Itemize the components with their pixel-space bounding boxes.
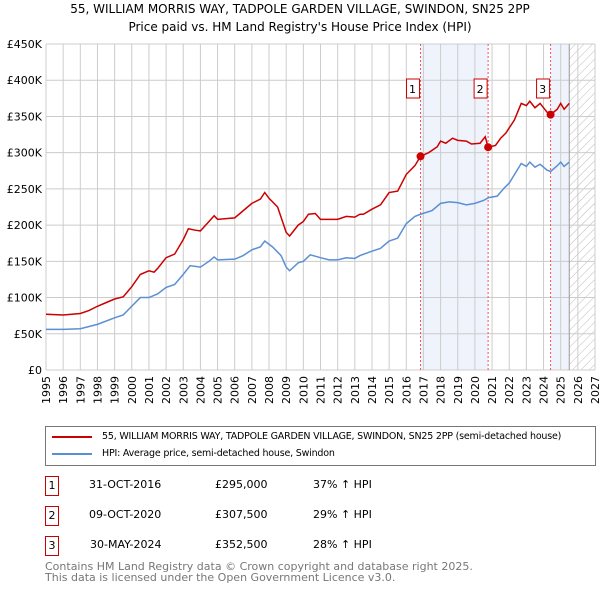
x-tick-label: 2021 bbox=[486, 376, 499, 404]
x-tick-label: 2022 bbox=[503, 376, 516, 404]
transaction-hpi: 29% ↑ HPI bbox=[313, 508, 372, 521]
transaction-hpi: 37% ↑ HPI bbox=[313, 478, 372, 491]
x-tick-label: 1998 bbox=[91, 376, 104, 404]
sale-badge-label: 1 bbox=[409, 83, 416, 96]
x-tick-label: 2013 bbox=[349, 376, 362, 404]
legend-swatch-property bbox=[52, 435, 92, 438]
transaction-price: £307,500 bbox=[215, 508, 268, 521]
transaction-date: 31-OCT-2016 bbox=[89, 478, 162, 491]
sale-badge bbox=[473, 78, 488, 99]
x-tick-label: 2026 bbox=[572, 376, 585, 404]
x-tick-label: 2003 bbox=[177, 376, 190, 404]
x-tick-label: 2016 bbox=[400, 376, 413, 404]
sale-point bbox=[546, 110, 555, 119]
x-tick-label: 2005 bbox=[212, 376, 225, 404]
series-line bbox=[45, 100, 570, 316]
y-tick-label: £50K bbox=[14, 328, 43, 341]
x-tick-label: 2024 bbox=[538, 376, 551, 404]
y-tick-label: £300K bbox=[7, 147, 43, 160]
y-tick-label: £250K bbox=[7, 183, 43, 196]
x-tick-label: 2011 bbox=[315, 376, 328, 404]
x-tick-label: 2009 bbox=[280, 376, 293, 404]
y-tick-label: £150K bbox=[7, 255, 43, 268]
forecast-hatch bbox=[569, 44, 595, 370]
chart-subtitle: Price paid vs. HM Land Registry's House … bbox=[128, 20, 472, 34]
y-tick-label: £450K bbox=[7, 38, 43, 51]
transaction-badge: 2 bbox=[45, 506, 59, 526]
legend-label-hpi: HPI: Average price, semi-detached house,… bbox=[102, 448, 335, 459]
x-tick-label: 1999 bbox=[109, 376, 122, 404]
x-tick-label: 2018 bbox=[435, 376, 448, 404]
transaction-hpi: 28% ↑ HPI bbox=[313, 538, 372, 551]
x-tick-label: 2012 bbox=[332, 376, 345, 404]
x-tick-label: 2027 bbox=[589, 376, 600, 404]
sale-point bbox=[484, 143, 493, 152]
sale-point bbox=[416, 152, 425, 161]
x-tick-label: 1996 bbox=[57, 376, 70, 404]
sale-badge-label: 3 bbox=[539, 83, 546, 96]
x-tick-label: 2002 bbox=[160, 376, 173, 404]
x-tick-label: 2008 bbox=[263, 376, 276, 404]
x-tick-label: 1997 bbox=[74, 376, 87, 404]
x-tick-label: 2019 bbox=[452, 376, 465, 404]
y-tick-label: £400K bbox=[7, 74, 43, 87]
legend-label-property: 55, WILLIAM MORRIS WAY, TADPOLE GARDEN V… bbox=[102, 431, 562, 442]
x-tick-label: 2004 bbox=[194, 376, 207, 404]
x-tick-label: 2020 bbox=[469, 376, 482, 404]
transaction-badge: 3 bbox=[45, 536, 59, 556]
x-tick-label: 2015 bbox=[383, 376, 396, 404]
x-tick-label: 2017 bbox=[417, 376, 430, 404]
x-tick-label: 2007 bbox=[246, 376, 259, 404]
transaction-price: £352,500 bbox=[215, 538, 268, 551]
sale-badge bbox=[406, 78, 421, 99]
x-tick-label: 2014 bbox=[366, 376, 379, 404]
series-line bbox=[46, 160, 570, 331]
y-tick-label: £100K bbox=[7, 292, 43, 305]
y-tick-label: £0 bbox=[28, 364, 42, 377]
y-tick-label: £350K bbox=[7, 110, 43, 123]
footer-copyright: Contains HM Land Registry data © Crown c… bbox=[45, 560, 473, 573]
legend: 55, WILLIAM MORRIS WAY, TADPOLE GARDEN V… bbox=[45, 426, 596, 466]
x-tick-label: 2025 bbox=[555, 376, 568, 404]
transaction-date: 30-MAY-2024 bbox=[90, 538, 162, 551]
x-tick-label: 2006 bbox=[229, 376, 242, 404]
price-chart: 1995 1996 1997 1998 1999 2000 2001 2002 2003 2004… bbox=[7, 38, 600, 404]
x-tick-label: 1995 bbox=[40, 376, 53, 404]
x-tick-label: 2010 bbox=[297, 376, 310, 404]
chart-title: 55, WILLIAM MORRIS WAY, TADPOLE GARDEN V… bbox=[70, 2, 530, 16]
y-tick-label: £200K bbox=[7, 219, 43, 232]
sale-badge bbox=[536, 78, 551, 99]
legend-swatch-hpi bbox=[52, 452, 92, 455]
transaction-date: 09-OCT-2020 bbox=[89, 508, 162, 521]
footer-licence: This data is licensed under the Open Gov… bbox=[45, 571, 396, 584]
x-tick-label: 2023 bbox=[520, 376, 533, 404]
sale-badge-label: 2 bbox=[477, 83, 484, 96]
shaded-range bbox=[550, 44, 570, 370]
transaction-price: £295,000 bbox=[215, 478, 268, 491]
x-tick-label: 2001 bbox=[143, 376, 156, 404]
transaction-badge: 1 bbox=[45, 476, 59, 496]
x-tick-label: 2000 bbox=[126, 376, 139, 404]
